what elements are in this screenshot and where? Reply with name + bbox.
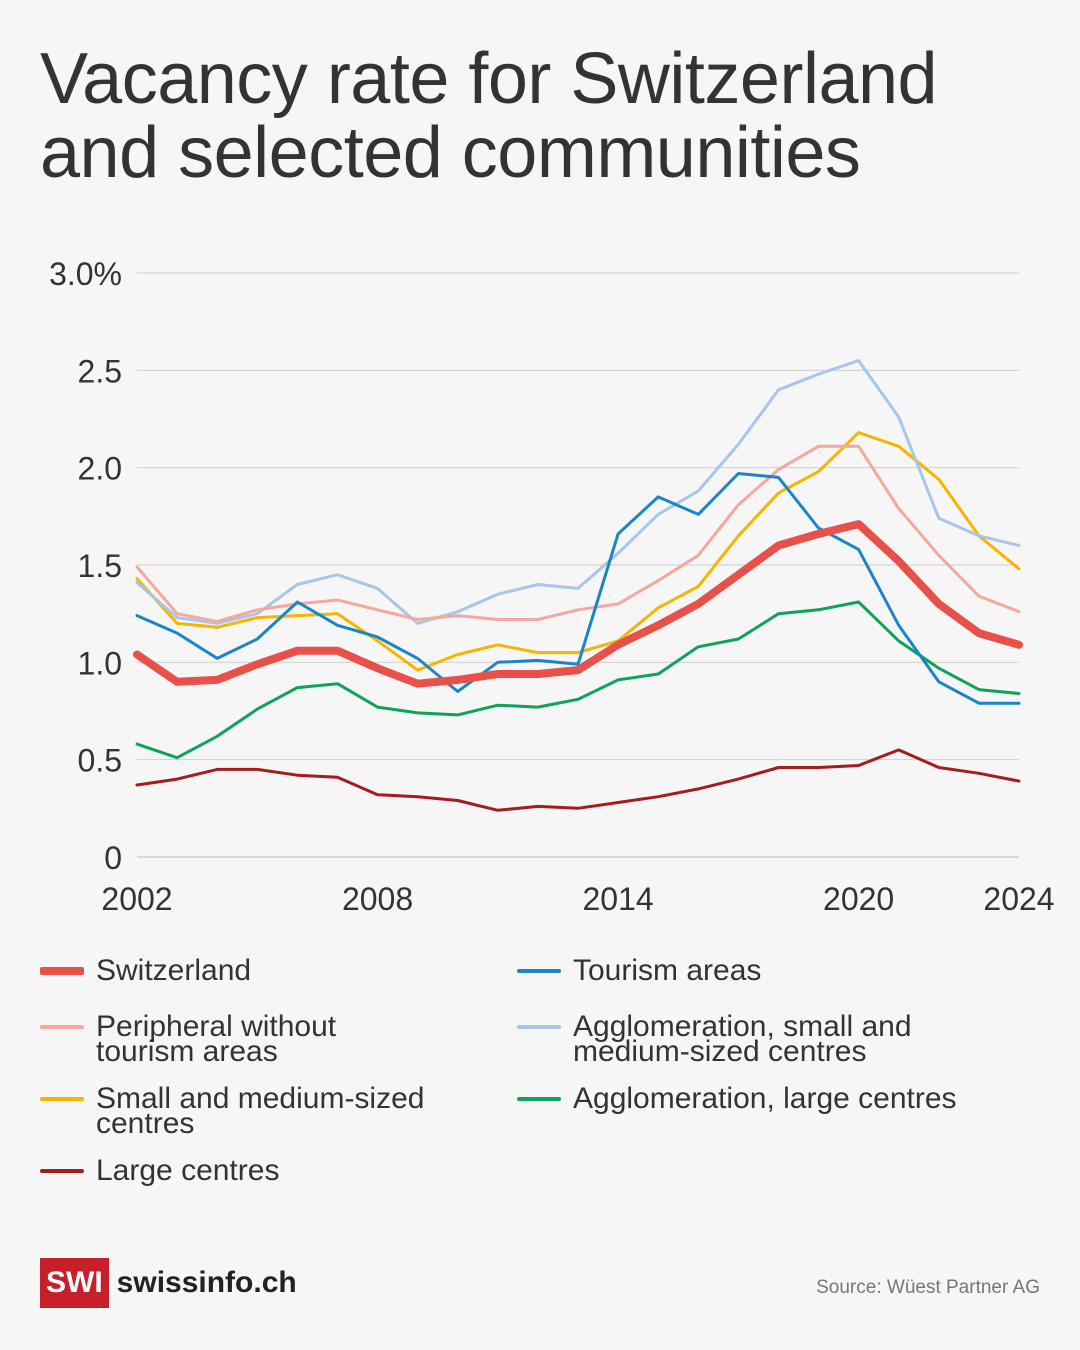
legend-item-peripheral: Peripheral without tourism areas bbox=[40, 1010, 380, 1068]
x-tick-label: 2008 bbox=[342, 881, 413, 917]
y-tick-label: 2.5 bbox=[78, 353, 122, 389]
y-tick-label: 2.0 bbox=[78, 451, 122, 487]
y-tick-label: 3.0% bbox=[49, 256, 122, 292]
legend-label: Large centres bbox=[96, 1154, 280, 1187]
legend-swatch bbox=[517, 969, 561, 973]
series-line-agglomeration-small-and-medium-sized-centres bbox=[135, 359, 1021, 625]
y-tick-label: 1.5 bbox=[78, 548, 122, 584]
legend-item-tourism: Tourism areas bbox=[517, 954, 957, 987]
y-tick-label: 0 bbox=[104, 840, 122, 876]
legend-item-agglo-small: Agglomeration, small and medium-sized ce… bbox=[517, 1010, 957, 1068]
legend-label: Agglomeration, large centres bbox=[573, 1082, 957, 1115]
legend-label: Switzerland bbox=[96, 954, 252, 987]
legend-item-small-medium: Small and medium-sized centres bbox=[40, 1082, 470, 1140]
legend-swatch bbox=[517, 1097, 561, 1101]
legend-item-switzerland: Switzerland bbox=[40, 954, 480, 987]
legend-swatch bbox=[40, 1169, 84, 1173]
swissinfo-logo: SWI swissinfo.ch bbox=[40, 1258, 297, 1308]
legend-label: Agglomeration, small and medium-sized ce… bbox=[573, 1010, 912, 1068]
x-tick-label: 2002 bbox=[101, 881, 172, 917]
series-line-large-centres bbox=[135, 748, 1021, 812]
swi-logo-mark: SWI bbox=[40, 1258, 109, 1308]
line-chart: 0 0.5 1.0 1.5 2.0 2.5 3.0% 2002 2008 2014 2020 2024 bbox=[49, 256, 1055, 917]
source-note: Source: Wüest Partner AG bbox=[816, 1277, 1040, 1298]
legend-label: Peripheral without tourism areas bbox=[96, 1010, 337, 1068]
x-tick-label: 2024 bbox=[983, 881, 1054, 917]
legend-swatch bbox=[40, 1025, 84, 1029]
y-tick-label: 0.5 bbox=[78, 743, 122, 779]
legend-item-large-centres: Large centres bbox=[40, 1154, 480, 1187]
legend-swatch bbox=[40, 967, 84, 975]
y-tick-label: 1.0 bbox=[78, 645, 122, 681]
x-tick-label: 2014 bbox=[582, 881, 653, 917]
x-tick-label: 2020 bbox=[823, 881, 894, 917]
legend-item-agglo-large: Agglomeration, large centres bbox=[517, 1082, 1017, 1115]
legend-label: Tourism areas bbox=[573, 954, 762, 987]
chart-title: Vacancy rate for Switzerland and selecte… bbox=[40, 39, 938, 193]
legend-label: Small and medium-sized centres bbox=[96, 1082, 425, 1140]
series-line-switzerland bbox=[133, 520, 1023, 688]
series-line-agglomeration-large-centres bbox=[135, 600, 1021, 760]
legend-swatch bbox=[517, 1025, 561, 1029]
legend-swatch bbox=[40, 1097, 84, 1101]
series-line-tourism-areas bbox=[135, 472, 1021, 705]
brand-name: swissinfo.ch bbox=[116, 1266, 297, 1299]
series-line-peripheral-without-tourism-areas bbox=[135, 444, 1021, 623]
